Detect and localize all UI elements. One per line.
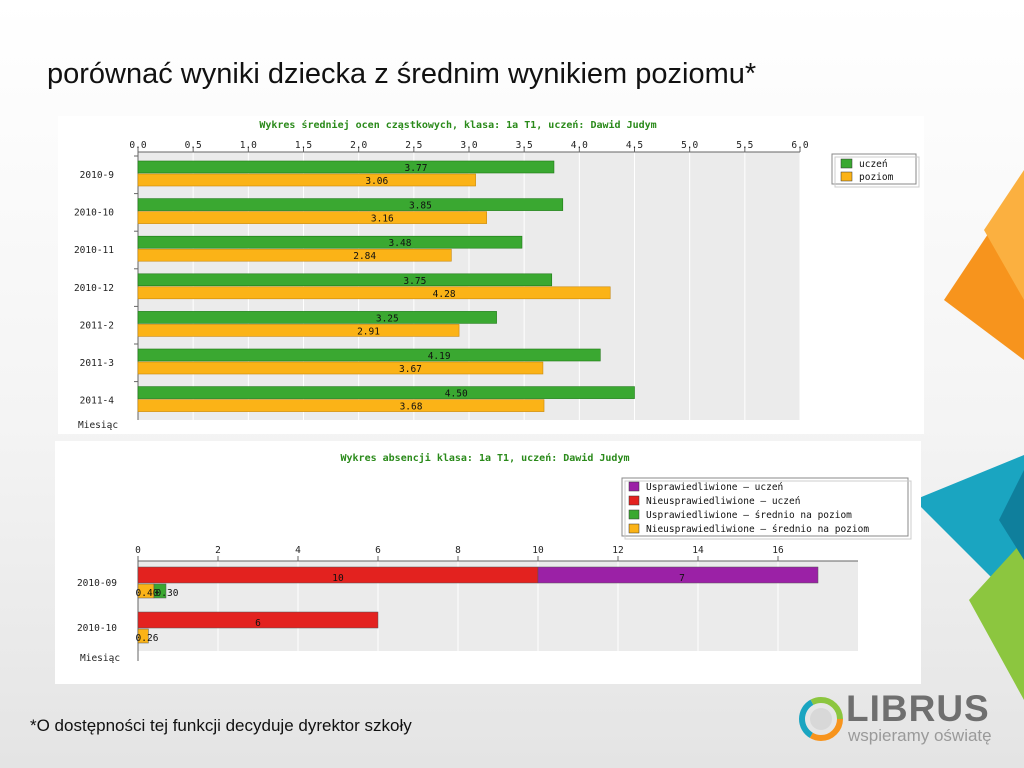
x-tick-label: 0.5 [185, 140, 202, 151]
bar-level [137, 399, 545, 412]
legend-swatch [628, 523, 640, 534]
legend-swatch [840, 158, 853, 169]
x-tick-label: 6 [375, 545, 381, 556]
decorative-shapes [914, 170, 1024, 700]
legend-shadow [834, 156, 920, 188]
category-label: 2011-4 [80, 396, 115, 407]
category-label: 2010-11 [74, 245, 114, 256]
x-tick-label: 3.0 [460, 140, 477, 151]
bar-value-label: 3.25 [376, 313, 399, 324]
bar-value-label: 0.40 [136, 588, 159, 599]
bar-student [137, 348, 601, 362]
bar-unexcused-level [137, 628, 149, 644]
category-label: 2011-2 [80, 320, 114, 331]
x-tick-label: 16 [772, 545, 784, 556]
x-tick-label: 5.0 [681, 140, 698, 151]
x-tick-label: 14 [692, 545, 704, 556]
legend-swatch [840, 171, 853, 182]
librus-logo: LIBRUS wspieramy oświatę [796, 688, 1006, 750]
category-label: 2010-09 [77, 578, 117, 589]
bar-value-label: 0.26 [136, 633, 159, 644]
category-label: 2010-9 [80, 170, 115, 181]
x-tick-label: 1.5 [295, 140, 312, 151]
bar-value-label: 2.91 [357, 326, 380, 337]
bar-value-label: 4.19 [428, 351, 451, 362]
bar-value-label: 0.30 [156, 588, 179, 599]
bar-student [137, 160, 555, 174]
chart-title: Wykres absencji klasa: 1a T1, uczeń: Daw… [341, 452, 630, 464]
x-tick-label: 10 [532, 545, 544, 556]
x-tick-label: 4.5 [626, 140, 643, 151]
bar-value-label: 3.06 [365, 176, 388, 187]
legend-swatch [628, 509, 640, 520]
absence-chart-panel: 0 2 4 6 8 10 12 14 16 Wykres absencji klasa: 1a T… [55, 441, 921, 684]
bar-student [137, 311, 497, 324]
bar-value-label: 3.75 [403, 276, 426, 287]
logo-name: LIBRUS [846, 688, 990, 729]
x-tick-label: 6.0 [791, 140, 808, 151]
bar-level [137, 248, 452, 262]
category-label: 2010-10 [77, 623, 117, 634]
y-axis-label: Miesiąc [78, 420, 118, 431]
slide-title: porównać wyniki dziecka z średnim wyniki… [47, 58, 757, 90]
bar-excused-student [537, 566, 819, 584]
legend-label: poziom [859, 172, 894, 183]
bar-value-label: 3.77 [405, 163, 428, 174]
legend-label: uczeń [859, 159, 888, 170]
bar-value-label: 4.50 [445, 389, 468, 400]
footnote: *O dostępności tej funkcji decyduje dyre… [30, 716, 412, 735]
x-tick-label: 4 [295, 545, 301, 556]
bar-student [137, 273, 553, 287]
bar-level [137, 361, 544, 375]
bar-value-label: 3.48 [389, 238, 412, 249]
x-tick-label: 0.0 [129, 140, 146, 151]
legend-swatch [628, 481, 640, 492]
legend-label: Usprawiedliwione – uczeń [646, 482, 783, 493]
legend-shadow [624, 480, 912, 540]
bar-level [137, 211, 487, 224]
bar-level [137, 173, 476, 187]
chart-title: Wykres średniej ocen cząstkowych, klasa:… [259, 119, 656, 131]
bar-unexcused-student [137, 611, 379, 629]
x-tick-label: 4.0 [571, 140, 588, 151]
x-tick-label: 5.5 [736, 140, 753, 151]
y-axis-label: Miesiąc [80, 653, 120, 664]
x-tick-label: 2 [215, 545, 221, 556]
bar-level [137, 324, 460, 337]
absence-chart: 0 2 4 6 8 10 12 14 16 Wykres absencji klasa: 1a T… [77, 452, 912, 664]
bar-value-label: 3.67 [399, 364, 422, 375]
bar-excused-level [153, 583, 167, 599]
x-tick-label: 12 [612, 545, 623, 556]
x-tick-label: 2.5 [405, 140, 422, 151]
bar-value-label: 6 [255, 618, 261, 629]
category-label: 2010-12 [74, 283, 114, 294]
category-label: 2010-10 [74, 208, 114, 219]
bar-value-label: 4.28 [433, 289, 456, 300]
bar-student [137, 386, 635, 399]
legend-box [621, 477, 909, 537]
grades-chart: 0.0 0.5 1.0 1.5 2.0 2.5 3.0 3.5 4.0 4.5 5.0 5.5 6.0 W… [74, 119, 920, 431]
x-tick-label: 8 [455, 545, 461, 556]
x-tick-label: 0 [135, 545, 141, 556]
bar-student [137, 198, 564, 211]
librus-logo-icon [799, 697, 843, 741]
bar-student [137, 235, 523, 249]
x-tick-label: 2.0 [350, 140, 367, 151]
grades-chart-panel: 0.0 0.5 1.0 1.5 2.0 2.5 3.0 3.5 4.0 4.5 5.0 5.5 6.0 W… [58, 116, 924, 434]
bar-value-label: 3.68 [400, 402, 423, 413]
legend-label: Usprawiedliwione – średnio na poziom [646, 510, 852, 521]
legend-label: Nieusprawiedliwione – średnio na poziom [646, 524, 869, 535]
bar-level [137, 286, 611, 300]
bar-value-label: 2.84 [353, 251, 376, 262]
bar-value-label: 3.16 [371, 214, 394, 225]
legend-swatch [628, 495, 640, 506]
bar-value-label: 7 [679, 573, 685, 584]
bar-value-label: 3.85 [409, 201, 432, 212]
logo-tagline: wspieramy oświatę [848, 726, 992, 745]
x-tick-label: 3.5 [516, 140, 533, 151]
bar-value-label: 10 [332, 573, 344, 584]
x-tick-label: 1.0 [240, 140, 257, 151]
legend-label: Nieusprawiedliwione – uczeń [646, 496, 800, 507]
category-label: 2011-3 [80, 358, 114, 369]
